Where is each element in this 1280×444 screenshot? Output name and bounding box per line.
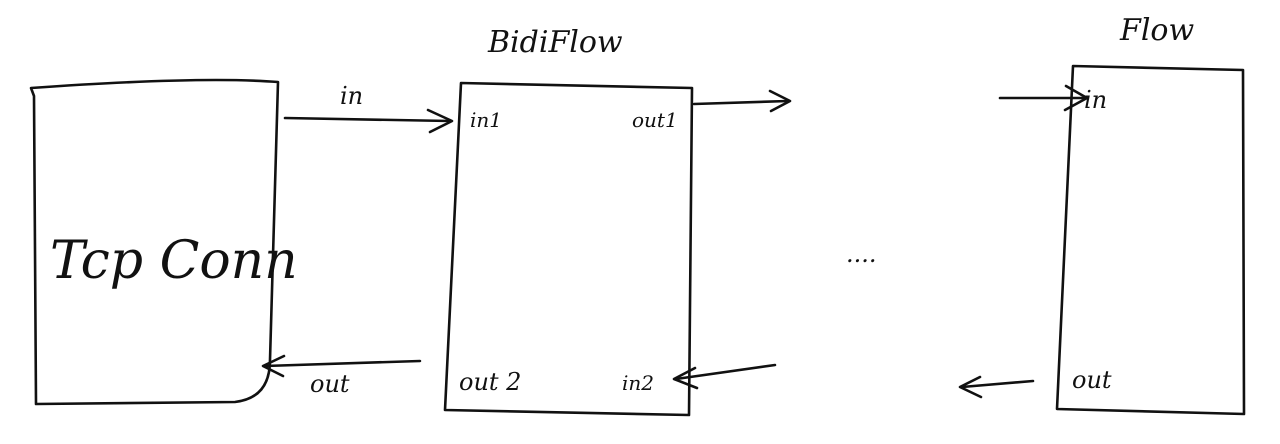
in-arrow-tcp-to-bidi: in — [283, 82, 454, 134]
flow-out-arrow — [958, 375, 1035, 399]
in2-arrow — [672, 363, 777, 390]
flow-port-out: out — [1072, 366, 1112, 394]
bidiflow-port-out1: out1 — [632, 108, 678, 132]
bidiflow-box: BidiFlow in1 out1 out 2 in2 — [443, 25, 694, 417]
tcp-conn-label: Tcp Conn — [50, 231, 298, 291]
bidiflow-port-in2: in2 — [622, 371, 654, 395]
out1-arrow — [692, 89, 792, 113]
in-arrow-label: in — [340, 82, 363, 110]
out-arrow-label: out — [310, 370, 350, 398]
tcp-conn-box: Tcp Conn — [29, 78, 298, 406]
bidiflow-port-out2: out 2 — [459, 368, 521, 396]
bidiflow-title: BidiFlow — [487, 25, 623, 60]
flow-port-in: in — [1084, 86, 1107, 114]
flow-box: Flow in out — [1055, 13, 1246, 416]
flow-in-arrow — [998, 84, 1089, 112]
flow-title: Flow — [1119, 13, 1194, 48]
bidiflow-port-in1: in1 — [470, 108, 502, 132]
ellipsis: .... — [846, 240, 877, 268]
out-arrow-bidi-to-tcp: out — [261, 354, 422, 398]
